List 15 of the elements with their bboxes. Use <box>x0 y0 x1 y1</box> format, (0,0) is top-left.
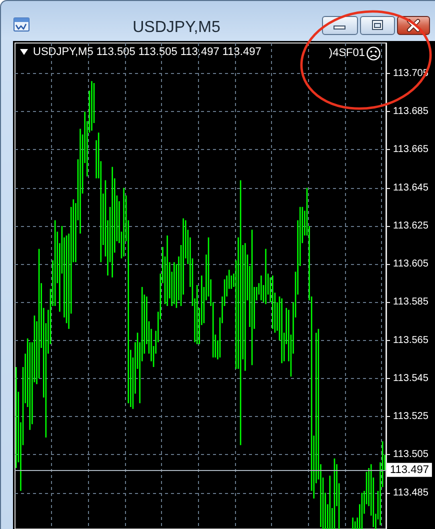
ref-line-label: 113.497 <box>390 464 429 476</box>
y-tick-label: 113.565 <box>393 334 429 346</box>
y-tick-label: 113.545 <box>393 372 429 384</box>
y-tick-label: 113.485 <box>393 487 429 498</box>
y-tick-label: 113.605 <box>393 258 429 270</box>
y-tick-label: 113.505 <box>393 449 429 460</box>
y-tick-label: 113.665 <box>393 144 429 156</box>
y-tick-label: 113.585 <box>393 296 429 308</box>
y-tick-label: 113.625 <box>393 220 429 232</box>
y-tick-label: 113.525 <box>393 411 429 422</box>
y-tick-label: 113.685 <box>393 106 429 118</box>
annotation: )4SF01 <box>328 47 365 60</box>
chart-subtitle: USDJPY,M5 113.505 113.505 113.497 113.497 <box>33 46 262 59</box>
chart-title: USDJPY,M5 <box>132 19 222 37</box>
y-tick-label: 113.645 <box>393 182 429 194</box>
